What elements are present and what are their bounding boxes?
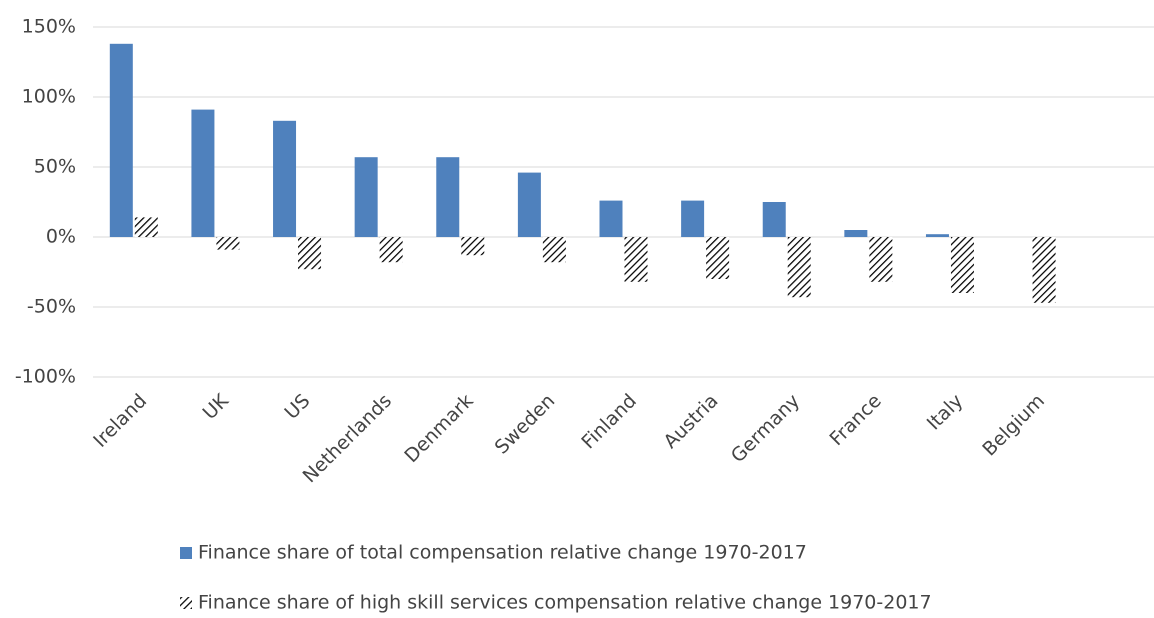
x-tick-label: Finland xyxy=(577,390,641,454)
y-tick-label: 50% xyxy=(34,156,76,178)
y-tick-label: 0% xyxy=(46,226,76,248)
bar xyxy=(436,157,460,237)
bar xyxy=(354,157,378,237)
bar xyxy=(762,202,786,237)
x-tick-label: Ireland xyxy=(89,390,151,452)
legend-label: Finance share of high skill services com… xyxy=(198,592,932,614)
x-tick-label: Italy xyxy=(923,390,968,435)
bar xyxy=(517,172,541,237)
y-tick-label: -100% xyxy=(15,366,76,388)
legend-swatch xyxy=(180,597,192,609)
x-tick-label: France xyxy=(826,390,886,450)
bar xyxy=(298,237,322,270)
bar xyxy=(134,217,158,237)
bar xyxy=(681,200,705,237)
bar xyxy=(542,237,566,263)
x-tick-label: US xyxy=(281,390,315,424)
x-tick-label: Germany xyxy=(727,390,804,467)
y-tick-label: 100% xyxy=(22,86,76,108)
bar xyxy=(109,43,133,237)
bar xyxy=(379,237,403,263)
x-tick-label: Austria xyxy=(660,390,723,453)
legend-label: Finance share of total compensation rela… xyxy=(198,542,807,564)
bar xyxy=(844,230,868,237)
bar xyxy=(216,237,240,250)
legend-swatch xyxy=(180,547,192,559)
bar xyxy=(869,237,893,282)
x-tick-label: Belgium xyxy=(978,390,1049,461)
x-tick-label: Denmark xyxy=(400,390,477,467)
bar xyxy=(624,237,648,282)
bar xyxy=(599,200,623,237)
bar xyxy=(787,237,811,298)
bar xyxy=(273,120,297,237)
bar xyxy=(706,237,730,279)
bar xyxy=(950,237,974,293)
y-tick-label: -50% xyxy=(27,296,76,318)
bar xyxy=(1032,237,1056,303)
x-tick-label: UK xyxy=(199,389,234,424)
bar xyxy=(191,109,215,237)
y-tick-label: 150% xyxy=(22,16,76,38)
x-tick-label: Sweden xyxy=(491,390,560,459)
bar xyxy=(461,237,485,256)
bar xyxy=(925,234,949,237)
